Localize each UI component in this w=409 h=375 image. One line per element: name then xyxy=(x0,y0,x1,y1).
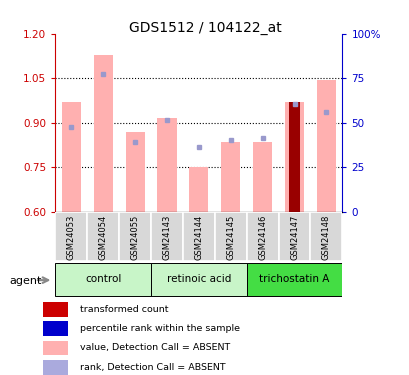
Bar xyxy=(246,262,342,296)
Text: GSM24147: GSM24147 xyxy=(289,214,298,260)
Bar xyxy=(246,212,278,261)
Text: GSM24144: GSM24144 xyxy=(194,214,203,260)
Bar xyxy=(310,212,342,261)
Bar xyxy=(316,80,335,212)
Text: GSM24148: GSM24148 xyxy=(321,214,330,260)
Text: GSM24055: GSM24055 xyxy=(130,214,139,260)
Bar xyxy=(220,142,240,212)
Text: percentile rank within the sample: percentile rank within the sample xyxy=(80,324,240,333)
Bar xyxy=(62,102,81,212)
Text: trichostatin A: trichostatin A xyxy=(259,274,329,284)
Text: transformed count: transformed count xyxy=(80,304,169,313)
Bar xyxy=(278,212,310,261)
Text: retinoic acid: retinoic acid xyxy=(166,274,231,284)
Bar xyxy=(55,212,87,261)
Bar xyxy=(214,212,246,261)
Bar xyxy=(43,321,67,336)
Bar xyxy=(43,340,67,355)
Text: agent: agent xyxy=(9,276,41,285)
Text: GSM24143: GSM24143 xyxy=(162,214,171,260)
Bar xyxy=(43,360,67,375)
Text: GSM24053: GSM24053 xyxy=(67,214,76,260)
Bar xyxy=(252,142,272,212)
Text: GSM24145: GSM24145 xyxy=(226,214,235,260)
Bar xyxy=(43,302,67,316)
Bar xyxy=(119,212,151,261)
Bar xyxy=(125,132,144,212)
Bar xyxy=(151,212,182,261)
Bar xyxy=(289,102,299,212)
Text: value, Detection Call = ABSENT: value, Detection Call = ABSENT xyxy=(80,344,230,352)
Bar xyxy=(189,167,208,212)
Text: GSM24146: GSM24146 xyxy=(258,214,267,260)
Bar xyxy=(55,262,151,296)
Text: GSM24054: GSM24054 xyxy=(99,214,108,260)
Bar xyxy=(284,102,303,212)
Text: rank, Detection Call = ABSENT: rank, Detection Call = ABSENT xyxy=(80,363,225,372)
Bar xyxy=(93,54,112,212)
Bar xyxy=(157,118,176,212)
Bar xyxy=(182,212,214,261)
Bar xyxy=(87,212,119,261)
Text: control: control xyxy=(85,274,121,284)
Bar xyxy=(151,262,246,296)
Text: GDS1512 / 104122_at: GDS1512 / 104122_at xyxy=(128,21,281,34)
